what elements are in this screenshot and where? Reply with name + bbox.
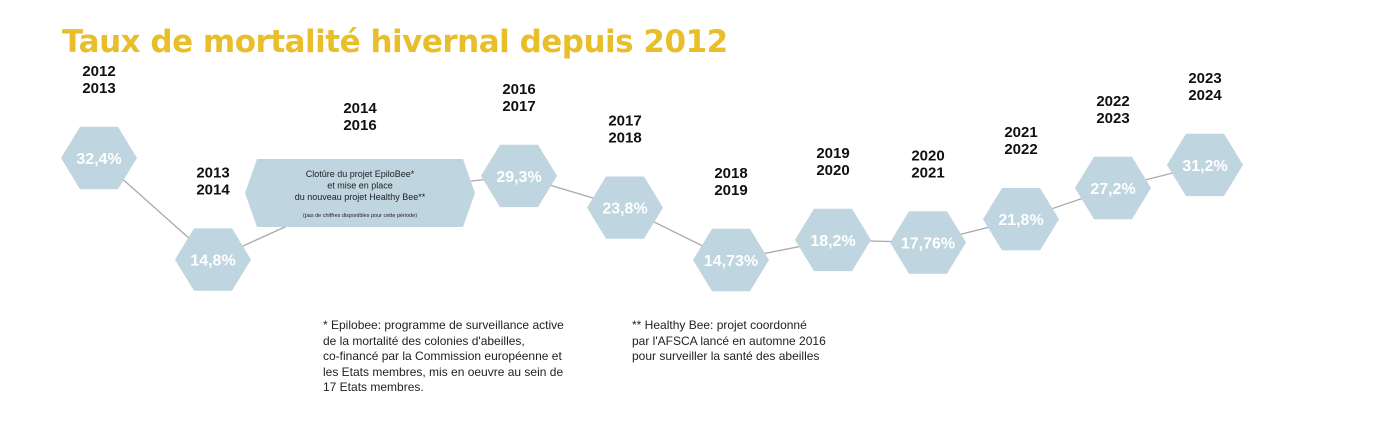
value-label: 27,2% bbox=[1090, 181, 1135, 198]
footnote-line: co-financé par la Commission européenne … bbox=[323, 349, 562, 363]
value-hexagon bbox=[1075, 156, 1151, 220]
footnote-line: 17 Etats membres. bbox=[323, 380, 424, 394]
value-label: 18,2% bbox=[810, 233, 855, 250]
footnote-line: ** Healthy Bee: projet coordonné bbox=[632, 318, 807, 332]
period-label: 2019 bbox=[714, 182, 747, 199]
gap-note-line: du nouveau projet Healthy Bee** bbox=[295, 192, 426, 202]
period-label: 2020 bbox=[816, 162, 849, 179]
period-label: 2012 bbox=[82, 63, 115, 80]
period-label: 2019 bbox=[816, 145, 849, 162]
period-label: 2020 bbox=[911, 148, 944, 165]
period-label: 2018 bbox=[608, 130, 641, 147]
footnote-line: par l'AFSCA lancé en automne 2016 bbox=[632, 333, 826, 348]
value-hexagon bbox=[481, 144, 557, 208]
gap-no-data-note: (pas de chiffres disponibles pour cette … bbox=[303, 213, 417, 219]
period-label: 2021 bbox=[1004, 124, 1037, 141]
value-label: 32,4% bbox=[76, 151, 121, 168]
hexagon-markers: 32,4% 14,8% Clotûre du projet EpiloBee* et … bbox=[61, 126, 1243, 292]
period-label: 2016 bbox=[502, 81, 535, 98]
period-label: 2022 bbox=[1004, 141, 1037, 158]
footnote-epilobee: * Epilobee: programme de surveillance ac… bbox=[323, 318, 564, 396]
value-hexagon bbox=[693, 228, 769, 292]
value-label: 17,76% bbox=[901, 236, 955, 253]
period-label: 2023 bbox=[1096, 110, 1129, 127]
value-label: 14,73% bbox=[704, 253, 758, 270]
value-label: 14,8% bbox=[190, 253, 235, 270]
value-label: 23,8% bbox=[602, 201, 647, 218]
footnote-line: * Epilobee: programme de surveillance ac… bbox=[323, 318, 564, 332]
period-label: 2021 bbox=[911, 165, 944, 182]
gap-note-line: et mise en place bbox=[327, 181, 393, 191]
period-label: 2016 bbox=[343, 117, 376, 134]
period-label: 2013 bbox=[82, 80, 115, 97]
period-label: 2023 bbox=[1188, 70, 1221, 87]
value-label: 21,8% bbox=[998, 212, 1043, 229]
value-hexagon bbox=[587, 176, 663, 239]
value-label: 29,3% bbox=[496, 169, 541, 186]
value-hexagon bbox=[890, 211, 966, 274]
gap-period-box bbox=[245, 159, 475, 227]
value-hexagon bbox=[795, 208, 871, 272]
gap-note-line: Clotûre du projet EpiloBee* bbox=[306, 169, 415, 179]
footnote-healthy-bee: ** Healthy Bee: projet coordonné par l'AF… bbox=[632, 318, 826, 365]
period-label: 2024 bbox=[1188, 87, 1222, 104]
value-label: 31,2% bbox=[1182, 158, 1227, 175]
value-hexagon bbox=[983, 188, 1059, 251]
period-label: 2014 bbox=[343, 100, 377, 117]
period-label: 2013 bbox=[196, 165, 229, 182]
footnote-line: les Etats membres, mis en oeuvre au sein… bbox=[323, 364, 564, 379]
period-label: 2014 bbox=[196, 182, 230, 199]
footnote-line: pour surveiller la santé des abeilles bbox=[632, 349, 820, 363]
period-label: 2022 bbox=[1096, 93, 1129, 110]
period-label: 2017 bbox=[502, 98, 535, 115]
period-labels: 2012201320132014201420162016201720172018… bbox=[82, 63, 1222, 199]
period-label: 2017 bbox=[608, 113, 641, 130]
value-hexagon bbox=[61, 126, 137, 190]
footnote-line: de la mortalité des colonies d'abeilles, bbox=[323, 333, 525, 348]
value-hexagon bbox=[175, 228, 251, 291]
value-hexagon bbox=[1167, 133, 1243, 197]
period-label: 2018 bbox=[714, 165, 747, 182]
chart-title: Taux de mortalité hivernal depuis 2012 bbox=[62, 24, 728, 60]
